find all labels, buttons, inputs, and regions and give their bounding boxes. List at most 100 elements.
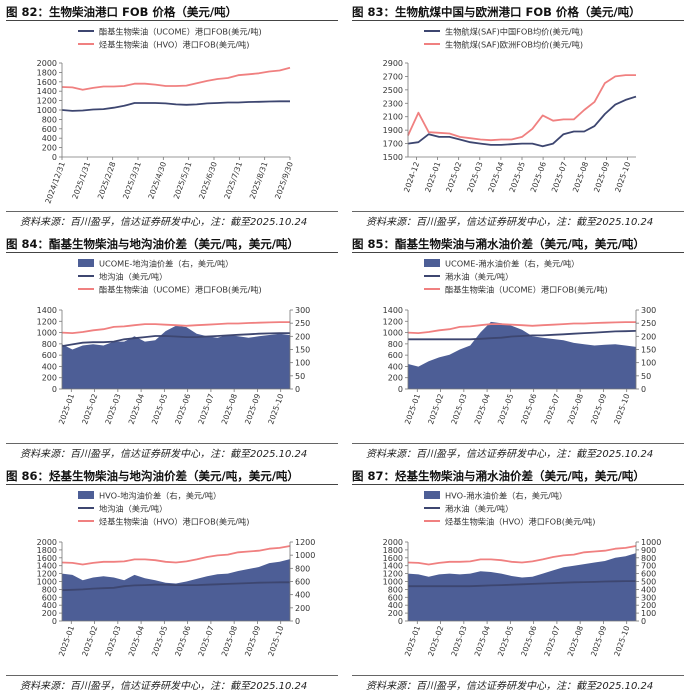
y-tick-label-left: 400 (42, 362, 57, 371)
x-tick-label: 2024-12 (402, 160, 421, 193)
legend-label: 酯基生物柴油（UCOME）港口FOB(美元/吨) (99, 27, 262, 37)
chart-svg: HVO-潲水油价差（右，美元/吨） 潲水油（美元/吨） 烃基生物柴油（HVO）港口F… (383, 491, 662, 658)
y-tick-label-right: 100 (641, 359, 656, 368)
y-tick-label-right: 500 (641, 578, 656, 587)
x-tick-label: 2025-02 (426, 624, 445, 657)
x-tick-label: 2025-05 (496, 392, 515, 425)
legend-label: HVO-潲水油价差（右，美元/吨） (445, 491, 567, 501)
y-tick-label-left: 1800 (383, 546, 403, 555)
chart-panel-87: 图 87：烃基生物柴油与潲水油价差（美元/吨，美元/吨） HVO-潲水油价差（右… (346, 464, 692, 696)
y-tick-label-right: 200 (641, 601, 656, 610)
series-area (408, 321, 636, 389)
y-tick-label-left: 1000 (37, 329, 57, 338)
x-tick-label: 2025-09 (243, 392, 262, 425)
y-tick-label-left: 1500 (383, 153, 403, 162)
y-tick-label-right: 1200 (295, 538, 315, 547)
y-tick-label-left: 1900 (383, 126, 403, 135)
x-tick-label: 2025-07 (196, 392, 215, 425)
y-tick-label-right: 900 (641, 546, 656, 555)
legend-label: UCOME-潲水油价差（右，美元/吨） (445, 259, 579, 269)
y-tick-label-left: 800 (388, 340, 403, 349)
y-tick-label-left: 200 (388, 374, 403, 383)
series-line (61, 581, 290, 592)
x-tick-label: 2025-01 (403, 624, 422, 657)
chart-panel-85: 图 85：酯基生物柴油与潲水油价差（美元/吨，美元/吨） UCOME-潲水油价差… (346, 232, 692, 464)
x-tick-label: 2025-02 (444, 160, 463, 193)
series-area (408, 553, 636, 621)
x-tick-label: 2025-04 (127, 392, 146, 425)
x-tick-label: 2025-01 (403, 392, 422, 425)
legend-label: 生物航煤(SAF)中国FOB均价(美元/吨) (445, 27, 583, 37)
y-tick-label-right: 300 (641, 593, 656, 602)
series-line (61, 545, 291, 566)
x-tick-label: 2025-03 (465, 160, 484, 193)
x-tick-label: 2025-06 (173, 624, 192, 657)
y-tick-label-left: 200 (388, 609, 403, 618)
y-tick-label-right: 150 (295, 346, 310, 355)
legend-label: 烃基生物柴油（HVO）港口FOB(美元/吨) (99, 517, 249, 527)
top-rule (6, 252, 338, 253)
y-tick-label-left: 600 (42, 125, 57, 134)
bottom-rule (352, 211, 684, 212)
y-tick-label-left: 1000 (383, 329, 403, 338)
top-rule (6, 20, 338, 21)
y-tick-label-left: 0 (398, 617, 403, 626)
y-tick-label-left: 200 (42, 144, 57, 153)
y-tick-label-right: 1000 (641, 538, 661, 547)
legend-label: 酯基生物柴油（UCOME）港口FOB(美元/吨) (99, 285, 262, 295)
bottom-rule (352, 443, 684, 444)
y-tick-label-left: 1200 (37, 317, 57, 326)
x-tick-label: 2025/1/31 (70, 160, 92, 200)
x-tick-label: 2025-09 (589, 624, 608, 657)
y-tick-label-left: 1200 (383, 570, 403, 579)
x-tick-label: 2025/8/31 (248, 160, 270, 200)
x-tick-label: 2025/3/31 (121, 160, 143, 200)
y-tick-label-right: 150 (641, 346, 656, 355)
legend-label: 地沟油（美元/吨） (99, 504, 167, 514)
chart-panel-82: 图 82：生物柴油港口 FOB 价格（美元/吨） 酯基生物柴油（UCOME）港口… (0, 0, 346, 232)
legend-swatch (78, 259, 94, 267)
y-tick-label-right: 300 (641, 306, 656, 315)
x-tick-label: 2025/7/31 (222, 160, 244, 200)
y-tick-label-left: 1600 (383, 554, 403, 563)
chart-title: 图 86：烃基生物柴油与地沟油价差（美元/吨，美元/吨） (6, 469, 299, 483)
chart-title: 图 84：酯基生物柴油与地沟油价差（美元/吨，美元/吨） (6, 237, 299, 251)
y-tick-label-left: 1000 (383, 578, 403, 587)
series-line (408, 330, 637, 341)
y-tick-label-right: 200 (641, 332, 656, 341)
legend-label: 地沟油（美元/吨） (99, 272, 167, 282)
x-tick-label: 2025-02 (80, 392, 99, 425)
chart-svg: 生物航煤(SAF)中国FOB均价(美元/吨) 生物航煤(SAF)欧洲FOB均价(美… (383, 27, 637, 194)
x-tick-label: 2025-09 (589, 392, 608, 425)
source-note: 资料来源：百川盈孚，信达证券研发中心，注：截至2025.10.24 (366, 449, 654, 460)
bottom-rule (352, 675, 684, 676)
legend-label: 酯基生物柴油（UCOME）港口FOB(美元/吨) (445, 285, 608, 295)
x-tick-label: 2025-05 (496, 624, 515, 657)
source-note: 资料来源：百川盈孚，信达证券研发中心，注：截至2025.10.24 (366, 217, 654, 228)
x-tick-label: 2025-08 (571, 160, 590, 193)
y-tick-label-left: 0 (52, 617, 57, 626)
series-line (408, 580, 636, 588)
x-tick-label: 2025-06 (173, 392, 192, 425)
y-tick-label-right: 0 (641, 617, 646, 626)
y-tick-label-right: 100 (641, 609, 656, 618)
y-tick-label-left: 1600 (37, 554, 57, 563)
chart-title: 图 85：酯基生物柴油与潲水油价差（美元/吨，美元/吨） (352, 237, 645, 251)
y-tick-label-left: 0 (52, 153, 57, 162)
x-tick-label: 2025-03 (449, 392, 468, 425)
series-line (407, 74, 636, 142)
series-line (61, 100, 290, 112)
legend-label: HVO-地沟油价差（右，美元/吨） (99, 491, 221, 501)
y-tick-label-right: 600 (641, 570, 656, 579)
y-tick-label-left: 800 (388, 585, 403, 594)
y-tick-label-left: 800 (42, 115, 57, 124)
x-tick-label: 2025-05 (508, 160, 527, 193)
x-tick-label: 2025-10 (266, 624, 285, 657)
x-tick-label: 2025/9/30 (273, 160, 295, 200)
chart-svg: HVO-地沟油价差（右，美元/吨） 地沟油（美元/吨） 烃基生物柴油（HVO）港口F… (37, 491, 316, 658)
x-tick-label: 2025-01 (57, 392, 76, 425)
x-tick-label: 2025-02 (426, 392, 445, 425)
x-tick-label: 2025-04 (127, 624, 146, 657)
y-tick-label-left: 1000 (37, 578, 57, 587)
y-tick-label-right: 600 (295, 578, 310, 587)
